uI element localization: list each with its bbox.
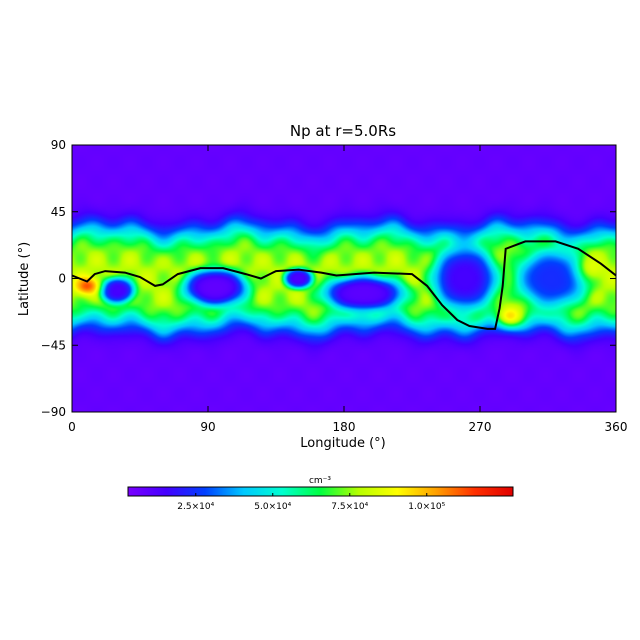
x-axis-label: Longitude (°) <box>300 436 385 451</box>
x-tick-label: 180 <box>333 420 356 434</box>
colorbar <box>127 486 514 497</box>
x-axis: 0 90 180 270 360 <box>68 145 627 434</box>
y-axis-label: Latitude (°) <box>17 242 32 316</box>
colorbar-tick-label: 5.0×10⁴ <box>254 502 291 512</box>
y-tick-label: 90 <box>51 138 66 152</box>
colorbar-label: cm⁻³ <box>309 476 331 486</box>
contour-layer <box>71 240 617 330</box>
boundary-contour <box>71 240 617 330</box>
colorbar-tick-label: 7.5×10⁴ <box>331 502 368 512</box>
colorbar-ticks: 2.5×10⁴ 5.0×10⁴ 7.5×10⁴ 1.0×10⁵ <box>177 493 446 512</box>
chart-title: Np at r=5.0Rs <box>290 122 396 140</box>
x-tick-label: 270 <box>469 420 492 434</box>
colorbar-tick-label: 1.0×10⁵ <box>408 502 445 512</box>
y-tick-label: 45 <box>51 205 66 219</box>
colorbar-tick-label: 2.5×10⁴ <box>177 502 214 512</box>
density-heatmap <box>72 145 616 412</box>
x-tick-label: 0 <box>68 420 76 434</box>
y-tick-label: 0 <box>58 272 66 286</box>
x-tick-label: 360 <box>605 420 628 434</box>
y-tick-label: −90 <box>41 405 66 419</box>
y-tick-label: −45 <box>41 338 66 352</box>
y-axis: 90 45 0 −45 −90 <box>41 138 616 419</box>
x-tick-label: 90 <box>200 420 215 434</box>
